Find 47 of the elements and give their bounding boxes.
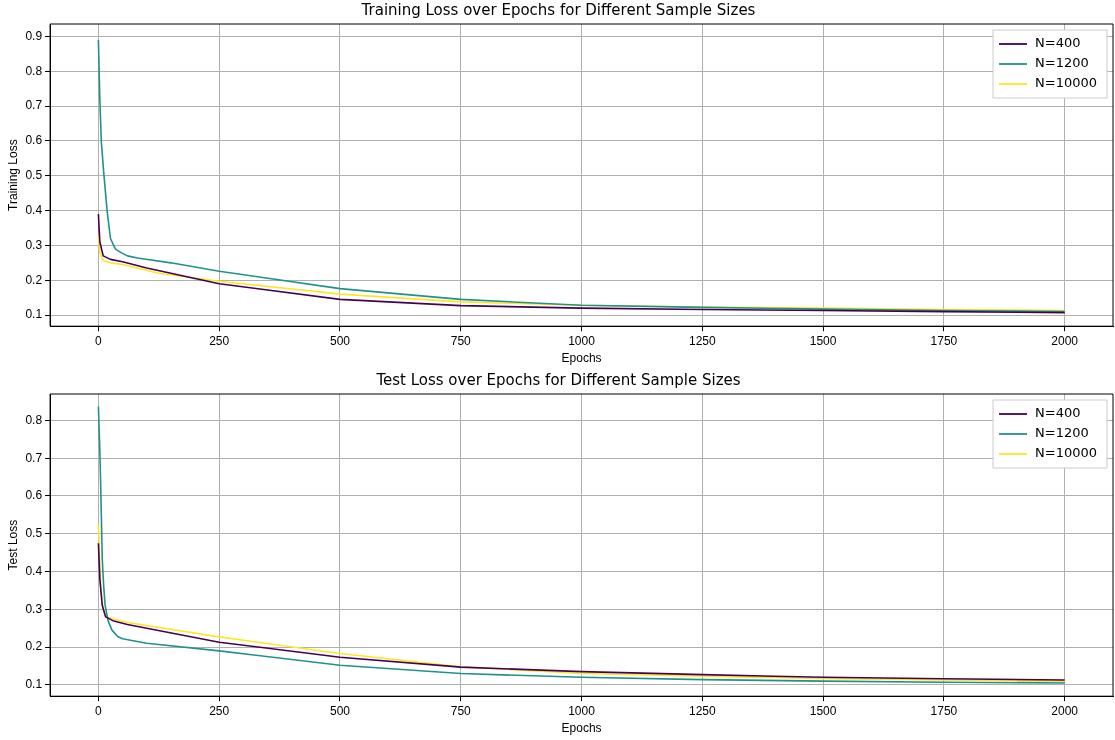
y-axis-title: Test Loss [5, 519, 20, 571]
y-tick-label: 0.7 [25, 450, 43, 465]
x-axis-title: Epochs [561, 351, 602, 366]
y-tick-label: 0.7 [25, 98, 43, 113]
y-axis-title: Training Loss [5, 139, 20, 211]
x-axis-title: Epochs [561, 721, 602, 736]
y-tick-label: 0.2 [25, 639, 43, 654]
x-tick-label: 2000 [1051, 703, 1079, 718]
legend-label: N=10000 [1035, 445, 1098, 461]
x-tick-label: 1750 [930, 333, 958, 348]
y-tick-label: 0.1 [25, 307, 43, 322]
x-tick-label: 250 [209, 333, 230, 348]
legend-label: N=10000 [1035, 75, 1098, 91]
x-tick-label: 1250 [688, 333, 716, 348]
y-tick-label: 0.4 [25, 563, 43, 578]
x-tick-label: 750 [450, 333, 472, 348]
x-tick-label: 0 [95, 333, 103, 348]
y-tick-label: 0.9 [25, 28, 43, 43]
x-tick-label: 1500 [809, 703, 837, 718]
x-tick-label: 500 [329, 703, 351, 718]
x-tick-label: 250 [209, 703, 230, 718]
y-tick-label: 0.3 [25, 237, 43, 252]
y-tick-label: 0.5 [25, 526, 43, 541]
x-tick-label: 0 [95, 703, 103, 718]
chart-title: Training Loss over Epochs for Different Sample Sizes [360, 0, 756, 19]
y-tick-label: 0.3 [25, 601, 43, 616]
legend-label: N=400 [1035, 405, 1081, 421]
legend-label: N=1200 [1035, 425, 1089, 441]
x-tick-label: 1250 [688, 703, 716, 718]
x-tick-label: 750 [450, 703, 472, 718]
x-tick-label: 1750 [930, 703, 958, 718]
y-tick-label: 0.8 [25, 412, 43, 427]
x-tick-label: 2000 [1051, 333, 1079, 348]
y-tick-label: 0.1 [25, 677, 43, 692]
x-tick-label: 1500 [809, 333, 837, 348]
y-tick-label: 0.6 [25, 133, 43, 148]
y-tick-label: 0.5 [25, 168, 43, 183]
legend-label: N=400 [1035, 35, 1081, 51]
chart-title: Test Loss over Epochs for Different Sample Sizes [375, 370, 741, 389]
y-tick-label: 0.4 [25, 202, 43, 217]
y-tick-label: 0.8 [25, 63, 43, 78]
x-tick-label: 1000 [568, 703, 596, 718]
x-tick-label: 1000 [568, 333, 596, 348]
legend-label: N=1200 [1035, 55, 1089, 71]
y-tick-label: 0.2 [25, 272, 43, 287]
x-tick-label: 500 [329, 333, 351, 348]
y-tick-label: 0.6 [25, 488, 43, 503]
